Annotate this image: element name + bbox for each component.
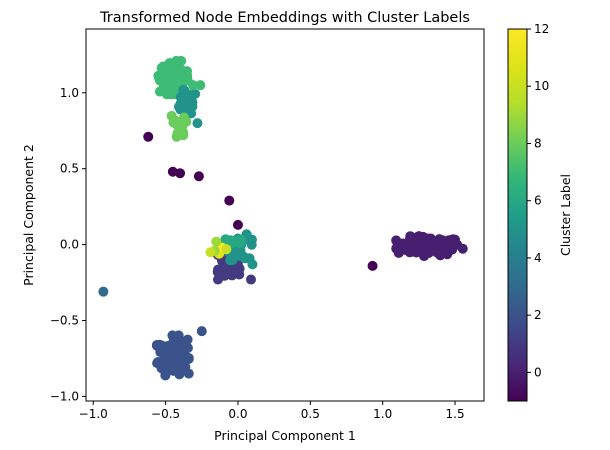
colorbar-tick-label: 2 [534, 308, 542, 322]
x-axis-label: Principal Component 1 [214, 428, 356, 443]
scatter-point [193, 171, 204, 182]
scatter-point [196, 326, 207, 337]
y-tick-label: 0.0 [60, 238, 79, 252]
scatter-points [98, 55, 468, 381]
scatter-point [205, 247, 216, 258]
scatter-point [432, 247, 443, 258]
chart-title: Transformed Node Embeddings with Cluster… [99, 10, 470, 26]
scatter-point [188, 80, 199, 91]
x-tick-label: −1.0 [79, 407, 108, 421]
scatter-point [419, 246, 430, 257]
scatter-point [195, 80, 206, 91]
y-tick-label: −1.0 [50, 389, 79, 403]
scatter-point [457, 243, 468, 254]
scatter-point [405, 231, 416, 242]
scatter-point [175, 127, 186, 138]
scatter-point [143, 131, 154, 142]
y-axis-ticks: −1.0 −0.5 0.0 0.5 1.0 [50, 86, 86, 403]
scatter-point [414, 239, 425, 250]
scatter-point [169, 356, 180, 367]
scatter-point [98, 286, 109, 297]
plot-frame [85, 28, 485, 402]
x-tick-label: 1.0 [373, 407, 392, 421]
scatter-point [154, 73, 165, 84]
scatter-point [160, 370, 171, 381]
scatter-point [171, 71, 182, 82]
scatter-point [175, 98, 186, 109]
scatter-point [224, 195, 235, 206]
scatter-point [244, 253, 255, 264]
scatter-point [175, 168, 186, 179]
x-tick-label: 0.0 [228, 407, 247, 421]
scatter-point [182, 334, 193, 345]
colorbar [507, 28, 528, 402]
y-tick-label: −0.5 [50, 314, 79, 328]
x-tick-label: 0.5 [301, 407, 320, 421]
colorbar-tick-label: 12 [534, 22, 549, 36]
colorbar-label: Cluster Label [558, 174, 573, 256]
scatter-point [192, 118, 203, 129]
scatter-point [228, 237, 239, 248]
scatter-point [441, 237, 452, 248]
y-axis-label: Principal Component 2 [21, 144, 36, 286]
scatter-point [179, 85, 190, 96]
scatter-point [405, 244, 416, 255]
y-tick-label: 1.0 [60, 86, 79, 100]
scatter-point [211, 236, 222, 247]
scatter-point [179, 365, 190, 376]
scatter-point [183, 352, 194, 363]
scatter-point [393, 247, 404, 258]
colorbar-tick-label: 10 [534, 79, 549, 93]
scatter-point [232, 219, 243, 230]
colorbar-tick-label: 8 [534, 136, 542, 150]
x-tick-label: 1.5 [446, 407, 465, 421]
colorbar-tick-label: 4 [534, 251, 542, 265]
scatter-point [169, 334, 180, 345]
scatter-point [425, 234, 436, 245]
scatter-point [227, 255, 238, 266]
scatter-point [154, 339, 165, 350]
scatter-point [160, 354, 171, 365]
scatter-point [246, 239, 257, 250]
colorbar-tick-label: 0 [534, 365, 542, 379]
scatter-point [166, 342, 177, 353]
scatter-point [245, 274, 256, 285]
scatter-point [367, 260, 378, 271]
scatter-point [396, 239, 407, 250]
scatter-point [221, 244, 232, 255]
colorbar-ticks: 0 2 4 6 8 10 12 [527, 22, 549, 379]
scatter-point [226, 266, 237, 277]
colorbar-tick-label: 6 [534, 194, 542, 208]
y-tick-label: 0.5 [60, 162, 79, 176]
scatter-point [168, 81, 179, 92]
scatter-point [183, 99, 194, 110]
x-tick-label: −0.5 [151, 407, 180, 421]
scatter-point [212, 266, 223, 277]
x-axis-ticks: −1.0 −0.5 0.0 0.5 1.0 1.5 [79, 401, 465, 421]
scatter-point [190, 88, 201, 99]
scatter-point [172, 117, 183, 128]
